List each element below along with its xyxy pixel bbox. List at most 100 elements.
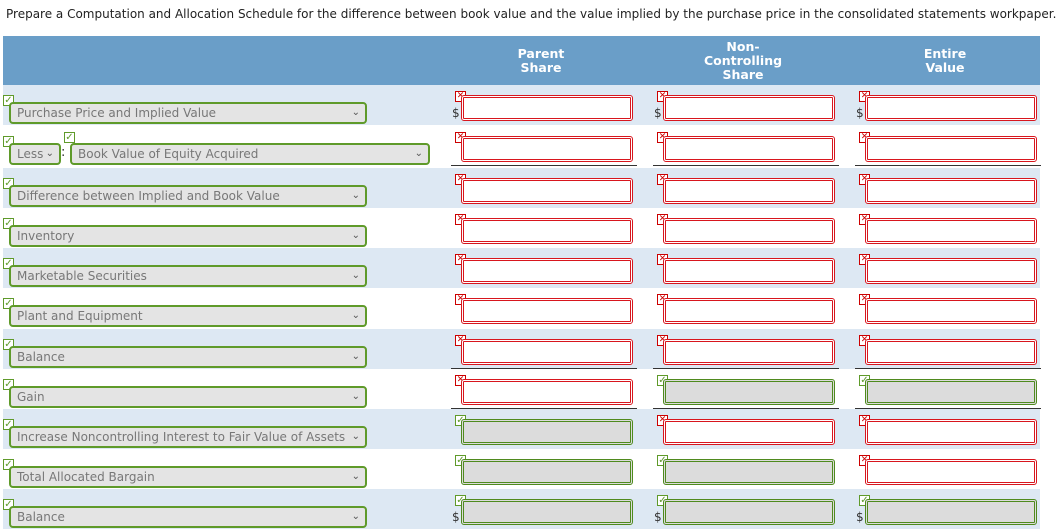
- table-row: ✓Gain⌄✕✓✓: [3, 369, 1041, 409]
- parent-input-plant-and-equipment[interactable]: [461, 298, 633, 324]
- account-select-book-value-of-equity-acquired[interactable]: Book Value of Equity Acquired ⌄: [70, 143, 430, 165]
- entire-input-increase-noncontrolling-interest-to-fair-value-of-assets[interactable]: [865, 419, 1037, 445]
- entire-input-inventory[interactable]: [865, 218, 1037, 244]
- correct-check-icon: ✓: [3, 339, 14, 350]
- parent-input-balance[interactable]: [461, 339, 633, 365]
- chevron-down-icon: ⌄: [351, 431, 360, 442]
- parent-input-difference-between-implied-and-book-value[interactable]: [461, 178, 633, 204]
- account-select-value: Book Value of Equity Acquired: [78, 147, 259, 161]
- total-underline: [653, 165, 839, 166]
- account-select-difference-between-implied-and-book-value[interactable]: Difference between Implied and Book Valu…: [9, 185, 367, 207]
- chevron-down-icon: ⌄: [351, 270, 360, 281]
- correct-check-icon: ✓: [3, 379, 14, 390]
- nci-input-balance[interactable]: [663, 339, 835, 365]
- correct-check-icon: ✓: [64, 132, 75, 143]
- dollar-sign: $: [452, 510, 460, 524]
- nci-input-gain[interactable]: [663, 379, 835, 405]
- account-select-value: Inventory: [17, 229, 75, 243]
- total-underline: [653, 408, 839, 409]
- chevron-down-icon: ⌄: [351, 471, 360, 482]
- parent-input-marketable-securities[interactable]: [461, 258, 633, 284]
- account-select-value: Balance: [17, 510, 65, 524]
- account-select-increase-noncontrolling-interest-to-fair-value-of-assets[interactable]: Increase Noncontrolling Interest to Fair…: [9, 426, 367, 448]
- account-select-value: Plant and Equipment: [17, 309, 143, 323]
- table-row: ✓ Increase Noncontrolling Interest to Fai…: [3, 409, 1040, 449]
- entire-input-balance[interactable]: [865, 339, 1037, 365]
- header-parent-text: Parent Share: [517, 45, 565, 75]
- entire-input-marketable-securities[interactable]: [865, 258, 1037, 284]
- chevron-down-icon: ⌄: [351, 230, 360, 241]
- total-underline: [855, 408, 1041, 409]
- table-row: ✓Balance⌄✕✕✕: [3, 329, 1041, 369]
- parent-input-balance[interactable]: [461, 499, 633, 525]
- nci-input-purchase-price-and-implied-value[interactable]: [663, 95, 835, 121]
- parent-input-purchase-price-and-implied-value[interactable]: [461, 95, 633, 121]
- nci-input-plant-and-equipment[interactable]: [663, 298, 835, 324]
- account-select-value: Purchase Price and Implied Value: [17, 106, 217, 120]
- chevron-down-icon: ⌄: [351, 190, 360, 201]
- account-select-marketable-securities[interactable]: Marketable Securities ⌄: [9, 265, 367, 287]
- entire-input-book-value-of-equity-acquired[interactable]: [865, 136, 1037, 162]
- chevron-down-icon: ⌄: [414, 148, 423, 159]
- account-select-value: Total Allocated Bargain: [17, 470, 155, 484]
- chevron-down-icon: ⌄: [45, 148, 54, 159]
- nci-input-marketable-securities[interactable]: [663, 258, 835, 284]
- account-select-value: Balance: [17, 350, 65, 364]
- entire-input-plant-and-equipment[interactable]: [865, 298, 1037, 324]
- chevron-down-icon: ⌄: [351, 107, 360, 118]
- account-select-value: Marketable Securities: [17, 269, 147, 283]
- table-row: ✓ Difference between Implied and Book Val…: [3, 168, 1040, 208]
- parent-input-gain[interactable]: [461, 379, 633, 405]
- header-entire-text: Entire Value: [923, 45, 967, 75]
- account-select-value: Gain: [17, 390, 45, 404]
- chevron-down-icon: ⌄: [351, 310, 360, 321]
- table-row: ✓Plant and Equipment⌄✕✕✕: [3, 288, 1040, 328]
- chevron-down-icon: ⌄: [351, 391, 360, 402]
- account-select-inventory[interactable]: Inventory ⌄: [9, 225, 367, 247]
- less-select[interactable]: Less ⌄: [9, 143, 61, 165]
- correct-check-icon: ✓: [3, 298, 14, 309]
- less-select-value: Less: [17, 147, 44, 161]
- account-select-value: Difference between Implied and Book Valu…: [17, 189, 280, 203]
- table-header: Parent Share Non- Controlling Share Enti…: [3, 36, 1040, 85]
- parent-input-increase-noncontrolling-interest-to-fair-value-of-assets[interactable]: [461, 419, 633, 445]
- nci-input-book-value-of-equity-acquired[interactable]: [663, 136, 835, 162]
- parent-input-total-allocated-bargain[interactable]: [461, 459, 633, 485]
- entire-input-gain[interactable]: [865, 379, 1037, 405]
- correct-check-icon: ✓: [3, 459, 14, 470]
- total-underline: [855, 165, 1041, 166]
- account-select-balance[interactable]: Balance ⌄: [9, 506, 367, 528]
- account-select-purchase-price-and-implied-value[interactable]: Purchase Price and Implied Value ⌄: [9, 102, 367, 124]
- instructions: Prepare a Computation and Allocation Sch…: [6, 7, 1057, 21]
- header-parent-share: Parent Share: [461, 36, 621, 85]
- entire-input-balance[interactable]: [865, 499, 1037, 525]
- account-select-balance[interactable]: Balance ⌄: [9, 346, 367, 368]
- parent-input-inventory[interactable]: [461, 218, 633, 244]
- dollar-sign: $: [856, 106, 864, 120]
- entire-input-difference-between-implied-and-book-value[interactable]: [865, 178, 1037, 204]
- total-underline: [451, 368, 637, 369]
- header-nci-text: Non- Controlling Share: [703, 38, 783, 82]
- total-underline: [451, 408, 637, 409]
- table-row: ✓Total Allocated Bargain⌄✓✓✕: [3, 449, 1040, 489]
- total-underline: [451, 165, 637, 166]
- total-underline: [855, 368, 1041, 369]
- nci-input-increase-noncontrolling-interest-to-fair-value-of-assets[interactable]: [663, 419, 835, 445]
- correct-check-icon: ✓: [3, 178, 14, 189]
- account-select-total-allocated-bargain[interactable]: Total Allocated Bargain ⌄: [9, 466, 367, 488]
- nci-input-total-allocated-bargain[interactable]: [663, 459, 835, 485]
- table-row: ✓Purchase Price and Implied Value⌄✕$✕$✕$: [3, 85, 1040, 125]
- account-select-plant-and-equipment[interactable]: Plant and Equipment ⌄: [9, 305, 367, 327]
- nci-input-inventory[interactable]: [663, 218, 835, 244]
- correct-check-icon: ✓: [3, 95, 14, 106]
- entire-input-total-allocated-bargain[interactable]: [865, 459, 1037, 485]
- header-noncontrolling-share: Non- Controlling Share: [663, 36, 823, 85]
- parent-input-book-value-of-equity-acquired[interactable]: [461, 136, 633, 162]
- account-select-gain[interactable]: Gain ⌄: [9, 386, 367, 408]
- correct-check-icon: ✓: [3, 136, 14, 147]
- nci-input-difference-between-implied-and-book-value[interactable]: [663, 178, 835, 204]
- nci-input-balance[interactable]: [663, 499, 835, 525]
- entire-input-purchase-price-and-implied-value[interactable]: [865, 95, 1037, 121]
- colon-separator: :: [61, 145, 66, 160]
- dollar-sign: $: [654, 106, 662, 120]
